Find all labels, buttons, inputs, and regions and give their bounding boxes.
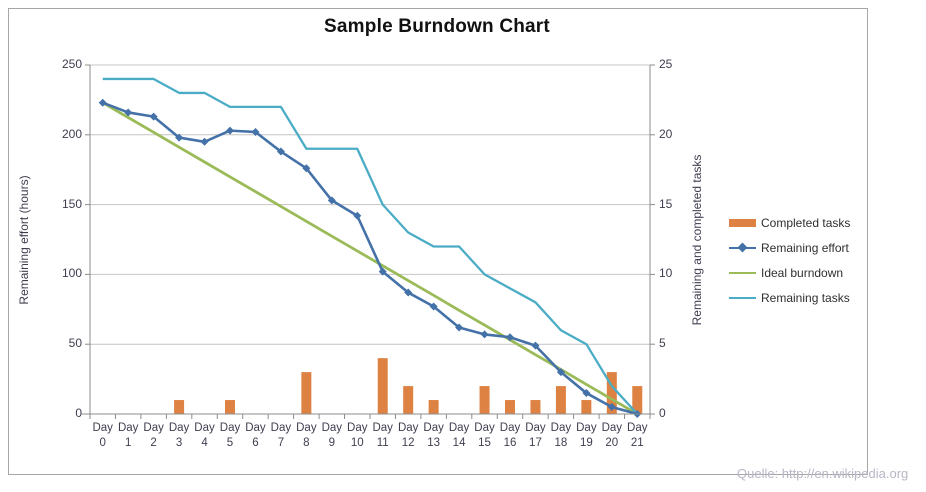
x-label-day-15: Day 15 bbox=[474, 422, 495, 449]
line-ideal-burndown bbox=[102, 101, 638, 416]
x-label-day-18: Day 18 bbox=[550, 422, 572, 449]
x-label-day-17: Day 17 bbox=[525, 422, 546, 449]
x-label-day-21: Day 21 bbox=[627, 422, 648, 449]
legend-label: Ideal burndown bbox=[761, 265, 844, 280]
x-label-day-20: Day 20 bbox=[601, 422, 623, 449]
left-tick-label-100: 100 bbox=[61, 266, 82, 281]
legend-bar-swatch-icon bbox=[729, 216, 756, 230]
bar-completed-tasks-day-16 bbox=[505, 400, 515, 414]
legend-line-swatch-icon bbox=[729, 291, 756, 305]
legend-item-remaining-tasks: Remaining tasks bbox=[729, 285, 850, 310]
legend-item-completed-tasks: Completed tasks bbox=[729, 210, 850, 235]
marker-remaining-effort-day-10 bbox=[353, 211, 362, 220]
x-label-day-5: Day 5 bbox=[219, 422, 241, 449]
source-attribution: Quelle: http://en.wikipedia.org bbox=[737, 466, 909, 481]
legend-item-remaining-effort: Remaining effort bbox=[729, 235, 850, 260]
right-tick-label-25: 25 bbox=[659, 57, 673, 71]
left-tick-label-50: 50 bbox=[68, 336, 82, 351]
bar-completed-tasks-day-17 bbox=[530, 400, 541, 414]
chart-frame-border bbox=[8, 8, 868, 475]
plot-area bbox=[81, 64, 655, 419]
legend-label: Completed tasks bbox=[761, 215, 851, 230]
chart-title: Sample Burndown Chart bbox=[324, 16, 550, 37]
diamond-marker-icon bbox=[737, 242, 748, 253]
marker-remaining-effort-day-5 bbox=[226, 126, 234, 135]
x-label-day-13: Day 13 bbox=[423, 422, 444, 449]
x-label-day-10: Day 10 bbox=[347, 422, 368, 449]
marker-remaining-effort-day-15 bbox=[480, 330, 489, 339]
left-tick-label-0: 0 bbox=[75, 406, 82, 420]
marker-remaining-effort-day-0 bbox=[98, 98, 107, 107]
x-label-day-1: Day 1 bbox=[117, 422, 139, 449]
legend-label: Remaining effort bbox=[761, 240, 849, 255]
bar-completed-tasks-day-21 bbox=[632, 386, 643, 414]
legend-line-swatch-icon bbox=[729, 241, 756, 255]
chart-legend: Completed tasks Remaining effort Ideal bur… bbox=[729, 210, 850, 310]
bar-completed-tasks-day-12 bbox=[403, 386, 414, 414]
x-label-day-2: Day 2 bbox=[143, 422, 164, 449]
marker-remaining-effort-day-18 bbox=[556, 368, 565, 377]
bar-completed-tasks-day-19 bbox=[581, 400, 592, 414]
bar-completed-tasks-day-3 bbox=[174, 400, 185, 414]
x-label-day-3: Day 3 bbox=[168, 422, 190, 449]
marker-remaining-effort-day-9 bbox=[327, 196, 336, 205]
marker-remaining-effort-day-6 bbox=[251, 128, 260, 137]
left-tick-label-150: 150 bbox=[61, 196, 82, 211]
line-remaining-tasks bbox=[102, 77, 639, 415]
marker-remaining-effort-day-20 bbox=[607, 403, 616, 412]
right-tick-label-15: 15 bbox=[659, 196, 673, 211]
marker-remaining-effort-day-14 bbox=[455, 323, 464, 332]
bar-completed-tasks-day-5 bbox=[225, 400, 235, 414]
legend-line-swatch-icon bbox=[729, 266, 756, 280]
marker-remaining-effort-day-1 bbox=[124, 108, 133, 117]
right-tick-label-0: 0 bbox=[659, 406, 666, 420]
x-label-day-6: Day 6 bbox=[245, 422, 266, 449]
x-label-day-14: Day 14 bbox=[448, 422, 470, 449]
x-label-day-19: Day 19 bbox=[576, 422, 597, 449]
left-tick-label-200: 200 bbox=[61, 126, 82, 141]
legend-item-ideal-burndown: Ideal burndown bbox=[729, 260, 850, 285]
marker-remaining-effort-day-4 bbox=[200, 137, 209, 146]
marker-remaining-effort-day-3 bbox=[175, 133, 184, 142]
x-label-day-9: Day 9 bbox=[321, 422, 343, 449]
marker-remaining-effort-day-13 bbox=[429, 302, 438, 311]
bar-completed-tasks-day-11 bbox=[377, 358, 388, 414]
marker-remaining-effort-day-8 bbox=[302, 164, 311, 173]
right-tick-label-20: 20 bbox=[659, 126, 673, 141]
x-label-day-4: Day 4 bbox=[194, 422, 215, 449]
x-label-day-0: Day 0 bbox=[92, 422, 113, 449]
marker-remaining-effort-day-12 bbox=[404, 288, 413, 297]
right-tick-label-5: 5 bbox=[659, 336, 666, 351]
line-remaining-effort bbox=[102, 101, 638, 416]
legend-label: Remaining tasks bbox=[761, 290, 850, 305]
right-tick-label-10: 10 bbox=[659, 266, 673, 281]
marker-remaining-effort-day-17 bbox=[531, 341, 540, 350]
x-label-day-8: Day 8 bbox=[296, 422, 317, 449]
bar-completed-tasks-day-8 bbox=[301, 372, 312, 414]
marker-remaining-effort-day-7 bbox=[276, 147, 285, 156]
bar-completed-tasks-day-13 bbox=[428, 400, 439, 414]
marker-remaining-effort-day-16 bbox=[506, 333, 514, 342]
bar-completed-tasks-day-15 bbox=[479, 386, 490, 414]
left-tick-label-250: 250 bbox=[61, 57, 82, 71]
marker-remaining-effort-day-2 bbox=[149, 112, 158, 121]
bar-completed-tasks-day-18 bbox=[555, 386, 566, 414]
left-axis-title: Remaining effort (hours) bbox=[17, 175, 31, 305]
marker-remaining-effort-day-11 bbox=[378, 267, 387, 276]
marker-remaining-effort-day-19 bbox=[582, 389, 591, 398]
x-label-day-7: Day 7 bbox=[270, 422, 292, 449]
x-label-day-16: Day 16 bbox=[499, 422, 521, 449]
right-axis-title: Remaining and completed tasks bbox=[690, 154, 704, 326]
x-label-day-12: Day 12 bbox=[397, 422, 419, 449]
x-label-day-11: Day 11 bbox=[372, 422, 393, 449]
bar-completed-tasks-day-20 bbox=[606, 372, 617, 414]
